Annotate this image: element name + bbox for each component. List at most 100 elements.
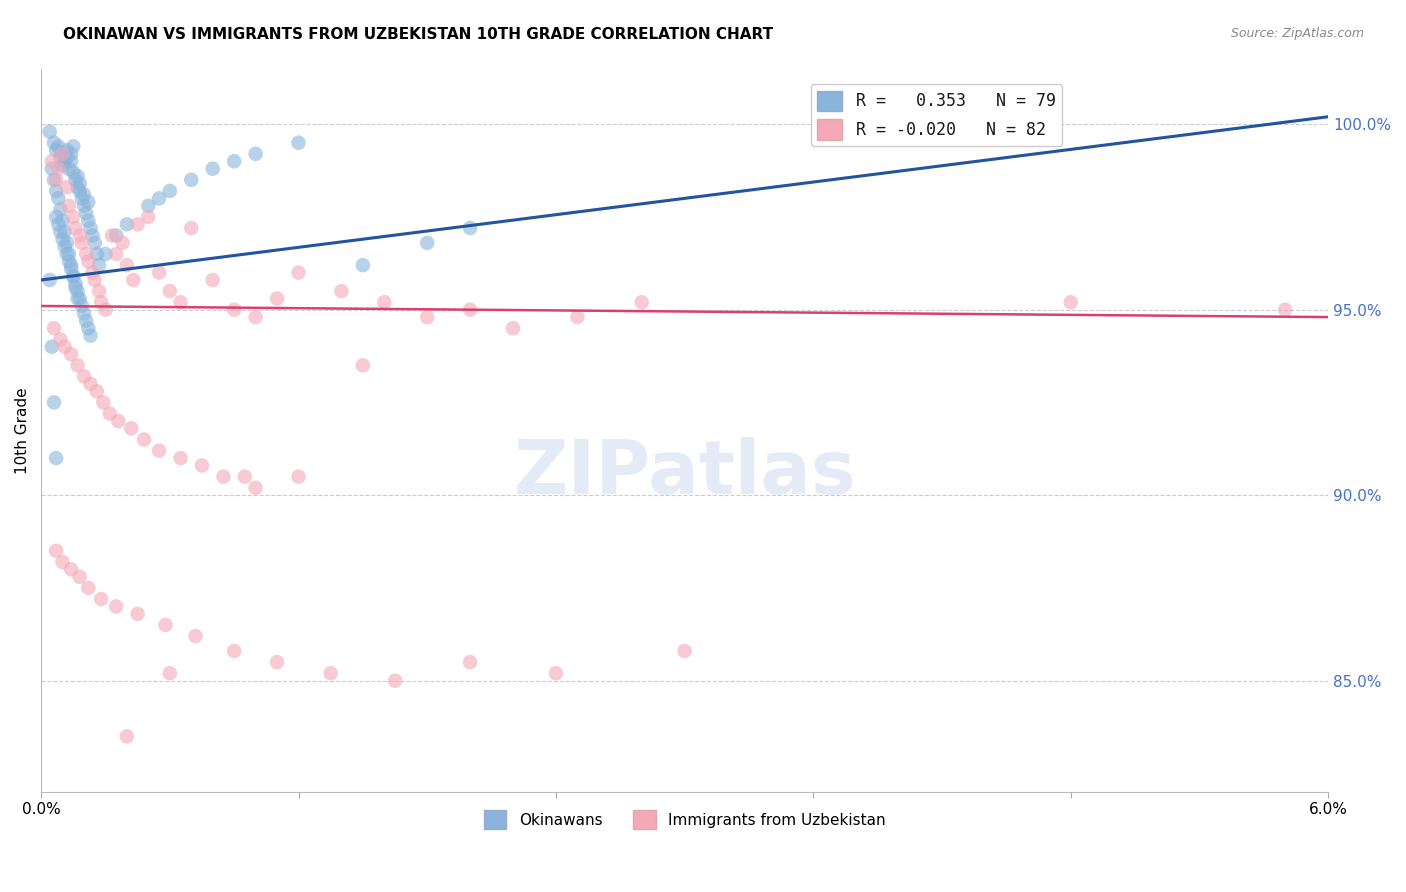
Point — [352, 359, 374, 373]
Point — [94, 247, 117, 261]
Legend: Okinawans, Immigrants from Uzbekistan: Okinawans, Immigrants from Uzbekistan — [478, 804, 891, 835]
Point — [90, 295, 112, 310]
Point — [69, 184, 91, 198]
Point — [567, 310, 589, 324]
Point — [105, 599, 128, 614]
Point — [45, 173, 67, 187]
Point — [46, 161, 69, 176]
Point — [287, 469, 309, 483]
Point — [53, 340, 76, 354]
Point — [458, 655, 481, 669]
Point — [673, 644, 696, 658]
Point — [245, 481, 267, 495]
Point — [62, 210, 84, 224]
Point — [49, 225, 72, 239]
Point — [127, 607, 149, 621]
Point — [115, 258, 138, 272]
Point — [62, 269, 84, 284]
Point — [98, 407, 121, 421]
Point — [1274, 302, 1296, 317]
Point — [105, 247, 128, 261]
Point — [65, 173, 87, 187]
Point — [69, 177, 91, 191]
Point — [53, 239, 76, 253]
Point — [148, 443, 170, 458]
Text: Source: ZipAtlas.com: Source: ZipAtlas.com — [1230, 27, 1364, 40]
Point — [56, 235, 79, 250]
Point — [45, 544, 67, 558]
Point — [212, 469, 235, 483]
Point — [42, 136, 65, 150]
Point — [245, 310, 267, 324]
Point — [120, 421, 142, 435]
Point — [266, 655, 288, 669]
Point — [51, 555, 73, 569]
Point — [75, 314, 97, 328]
Point — [60, 258, 83, 272]
Point — [266, 292, 288, 306]
Point — [60, 562, 83, 576]
Point — [416, 235, 439, 250]
Text: ZIPatlas: ZIPatlas — [513, 437, 856, 510]
Point — [60, 347, 83, 361]
Point — [86, 384, 108, 399]
Point — [416, 310, 439, 324]
Point — [544, 666, 567, 681]
Point — [69, 228, 91, 243]
Point — [56, 143, 79, 157]
Point — [233, 469, 256, 483]
Point — [70, 191, 93, 205]
Point — [180, 173, 202, 187]
Point — [45, 210, 67, 224]
Point — [69, 570, 91, 584]
Point — [111, 235, 134, 250]
Text: OKINAWAN VS IMMIGRANTS FROM UZBEKISTAN 10TH GRADE CORRELATION CHART: OKINAWAN VS IMMIGRANTS FROM UZBEKISTAN 1… — [63, 27, 773, 42]
Point — [1060, 295, 1083, 310]
Point — [191, 458, 214, 473]
Point — [42, 395, 65, 409]
Point — [51, 232, 73, 246]
Point — [49, 202, 72, 217]
Point — [82, 266, 104, 280]
Point — [201, 273, 224, 287]
Point — [330, 284, 353, 298]
Point — [86, 247, 108, 261]
Point — [62, 165, 84, 179]
Point — [101, 228, 124, 243]
Point — [79, 328, 101, 343]
Point — [75, 247, 97, 261]
Point — [352, 258, 374, 272]
Point — [38, 273, 60, 287]
Point — [77, 254, 100, 268]
Point — [169, 295, 191, 310]
Point — [224, 154, 246, 169]
Point — [66, 180, 89, 194]
Point — [87, 284, 110, 298]
Y-axis label: 10th Grade: 10th Grade — [15, 387, 30, 474]
Point — [65, 221, 87, 235]
Point — [77, 195, 100, 210]
Point — [224, 644, 246, 658]
Point — [51, 213, 73, 227]
Point — [60, 261, 83, 276]
Point — [58, 161, 80, 176]
Point — [69, 292, 91, 306]
Point — [65, 277, 87, 291]
Point — [60, 154, 83, 169]
Point — [45, 143, 67, 157]
Point — [184, 629, 207, 643]
Point — [159, 284, 181, 298]
Point — [127, 217, 149, 231]
Point — [287, 266, 309, 280]
Point — [56, 180, 79, 194]
Point — [75, 206, 97, 220]
Point — [224, 302, 246, 317]
Point — [155, 618, 177, 632]
Point — [169, 451, 191, 466]
Point — [373, 295, 395, 310]
Point — [51, 158, 73, 172]
Point — [82, 228, 104, 243]
Point — [53, 225, 76, 239]
Point — [79, 376, 101, 391]
Point — [319, 666, 342, 681]
